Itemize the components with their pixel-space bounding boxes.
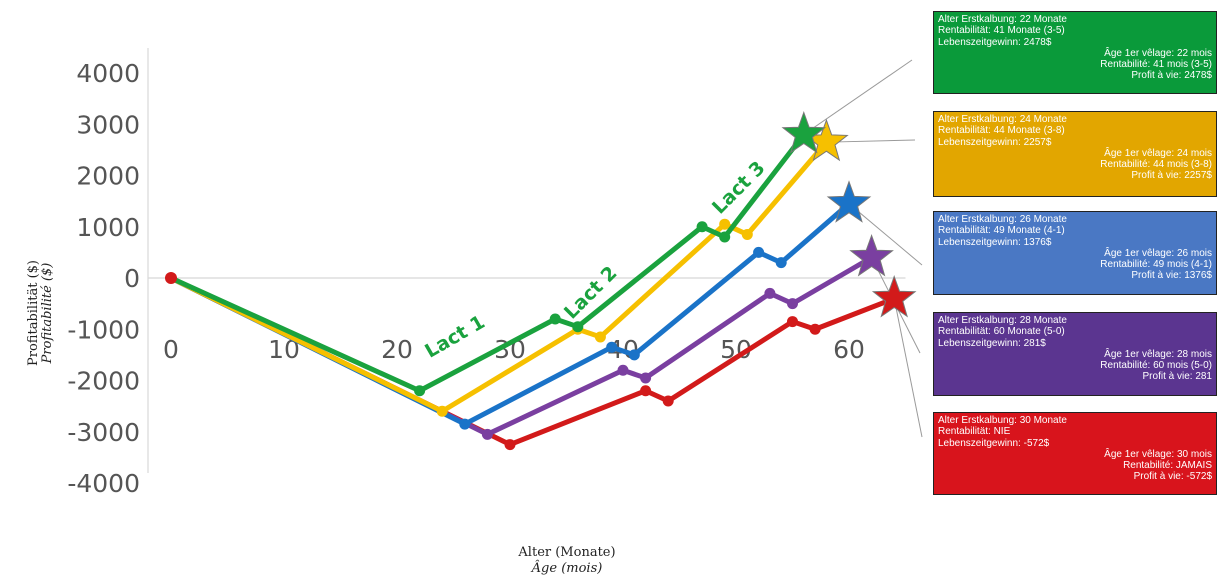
y-axis-title: Profitabilität ($): [26, 260, 41, 366]
legend-box: Alter Erstkalbung: 24 Monate Rentabilität…: [933, 111, 1217, 197]
data-point: [549, 313, 561, 325]
legend-line-de: Lebenszeitgewinn: 281$: [938, 337, 1046, 349]
legend-line-fr: Rentabilité: 44 mois (3-8): [1100, 159, 1212, 171]
legend-line-fr: Rentabilité: JAMAIS: [1123, 460, 1212, 472]
legend-line-de: Alter Erstkalbung: 28 Monate: [938, 315, 1067, 326]
end-star-marker: [781, 111, 827, 154]
data-point: [764, 287, 776, 299]
y-tick-label: 1000: [76, 213, 140, 242]
data-point: [572, 321, 584, 333]
data-point: [436, 405, 448, 417]
data-point: [719, 231, 731, 243]
connector-line: [893, 298, 923, 438]
legend-line-de: Rentabilität: NIE: [938, 426, 1011, 438]
legend-line-fr: Profit à vie: 2257$: [1131, 170, 1212, 182]
x-tick-label: 60: [833, 335, 865, 364]
data-point: [414, 385, 426, 397]
lactation-label: Lact 1: [421, 311, 488, 363]
data-point: [504, 439, 516, 451]
legend-line-fr: Âge 1er vêlage: 22 mois: [1104, 47, 1212, 59]
connector-line: [826, 139, 916, 143]
y-axis-title-fr: Profitabilité ($): [40, 263, 55, 365]
legend-line-fr: Rentabilité: 60 mois (5-0): [1100, 360, 1212, 372]
legend-line-de: Lebenszeitgewinn: -572$: [938, 437, 1050, 449]
x-axis-title-fr: Âge (mois): [531, 560, 603, 576]
legend-line-fr: Âge 1er vêlage: 24 mois: [1104, 147, 1212, 159]
legend-line-de: Rentabilität: 49 Monate (4-1): [938, 225, 1065, 237]
legend-line-fr: Rentabilité: 49 mois (4-1): [1100, 259, 1212, 271]
data-point: [628, 349, 640, 361]
legend-line-de: Alter Erstkalbung: 30 Monate: [938, 415, 1067, 426]
legend-line-de: Alter Erstkalbung: 24 Monate: [938, 114, 1067, 125]
connector-line: [803, 59, 913, 135]
legend-line-de: Lebenszeitgewinn: 2257$: [938, 136, 1052, 148]
series-4: [168, 275, 917, 451]
data-point: [481, 428, 493, 440]
data-point: [617, 364, 629, 376]
data-point: [753, 246, 765, 258]
origin-point: [165, 272, 177, 284]
legend-line-fr: Âge 1er vêlage: 30 mois: [1104, 448, 1212, 460]
legend-line-fr: Profit à vie: 1376$: [1131, 270, 1212, 282]
series-3: [168, 234, 894, 440]
y-tick-label: -2000: [67, 367, 140, 396]
data-point: [719, 218, 731, 230]
legend-box: Alter Erstkalbung: 26 Monate Rentabilität…: [933, 211, 1217, 295]
legend-line-fr: Profit à vie: 281: [1142, 371, 1212, 383]
end-star-marker: [826, 180, 872, 223]
series-0: [168, 111, 827, 397]
legend-line-fr: Profit à vie: -572$: [1133, 471, 1212, 483]
legend-line-fr: Âge 1er vêlage: 26 mois: [1104, 247, 1212, 259]
data-point: [741, 228, 753, 240]
data-point: [606, 341, 618, 353]
connector-line: [848, 203, 923, 266]
legend-line-fr: Profit à vie: 2478$: [1131, 70, 1212, 82]
data-point: [594, 331, 606, 343]
data-point: [640, 385, 652, 397]
y-tick-label: -1000: [67, 315, 140, 344]
legend-line-fr: Rentabilité: 41 mois (3-5): [1100, 59, 1212, 71]
legend-line-fr: Âge 1er vêlage: 28 mois: [1104, 348, 1212, 360]
series-line: [168, 132, 807, 394]
data-point: [787, 316, 798, 328]
legend-line-de: Alter Erstkalbung: 22 Monate: [938, 14, 1067, 25]
data-point: [662, 395, 674, 407]
legend-box: Alter Erstkalbung: 22 Monate Rentabilität…: [933, 11, 1217, 94]
x-tick-label: 20: [381, 335, 413, 364]
data-point: [787, 298, 798, 310]
legend-line-de: Rentabilität: 44 Monate (3-8): [938, 125, 1065, 137]
legend-line-de: Lebenszeitgewinn: 2478$: [938, 36, 1052, 48]
end-star-marker: [871, 275, 917, 318]
y-tick-label: -4000: [67, 469, 140, 498]
data-point: [696, 221, 708, 233]
legend-line-de: Lebenszeitgewinn: 1376$: [938, 236, 1052, 248]
y-tick-label: -3000: [67, 418, 140, 447]
y-tick-label: 0: [124, 264, 140, 293]
series-2: [168, 180, 872, 430]
y-tick-label: 4000: [76, 59, 140, 88]
x-tick-label: 0: [163, 335, 179, 364]
data-point: [809, 323, 821, 335]
data-point: [459, 418, 471, 430]
data-point: [640, 372, 652, 384]
legend-line-de: Rentabilität: 60 Monate (5-0): [938, 326, 1065, 338]
y-tick-label: 2000: [76, 162, 140, 191]
y-tick-label: 3000: [76, 110, 140, 139]
x-axis-title: Alter (Monate): [517, 545, 615, 560]
legend-line-de: Alter Erstkalbung: 26 Monate: [938, 214, 1067, 225]
legend-line-de: Rentabilität: 41 Monate (3-5): [938, 25, 1065, 37]
end-star-marker: [849, 234, 894, 277]
legend-box: Alter Erstkalbung: 30 Monate Rentabilität…: [933, 412, 1217, 495]
legend-box: Alter Erstkalbung: 28 Monate Rentabilität…: [933, 312, 1217, 396]
data-point: [775, 257, 787, 269]
